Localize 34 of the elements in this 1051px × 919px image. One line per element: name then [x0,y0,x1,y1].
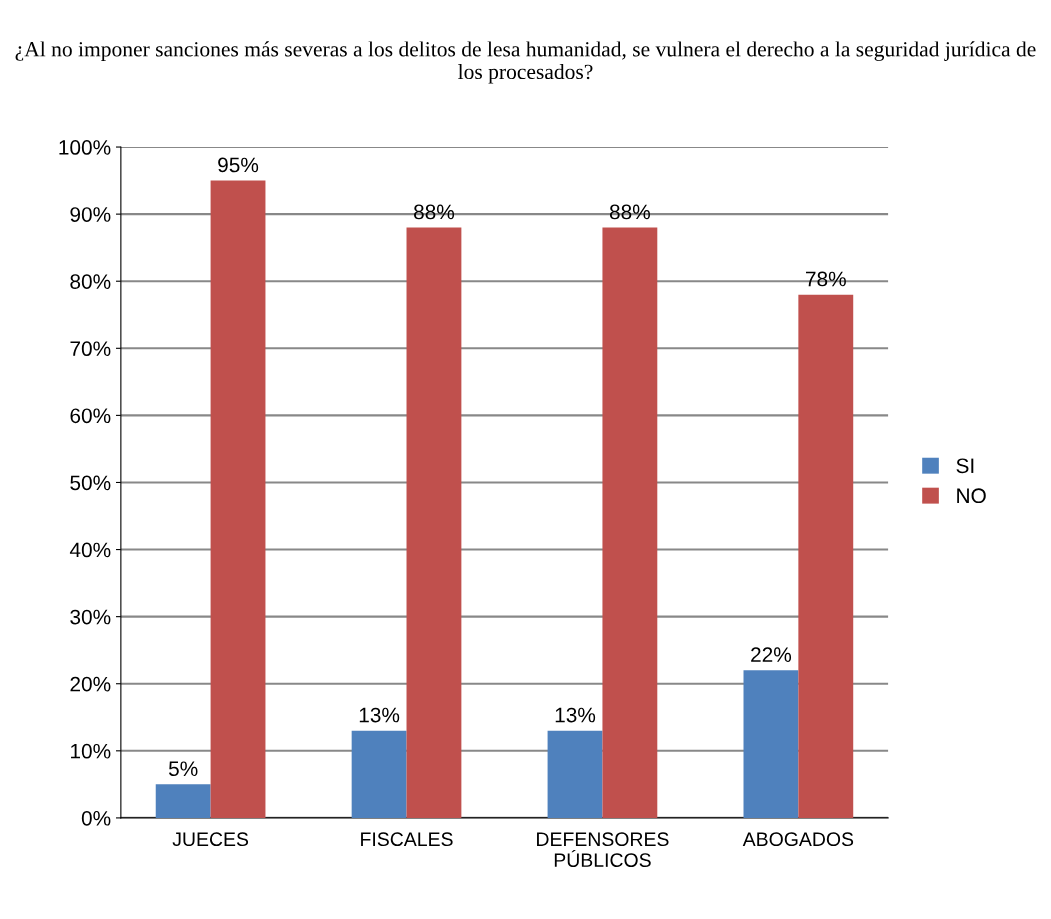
legend-label: SI [956,458,974,474]
y-tick-label: 0% [81,810,111,826]
bar [406,227,462,818]
data-label: 13% [359,707,400,723]
x-tick-label: DEFENSORES PÚBLICOS [537,832,669,868]
y-tick-label: 10% [71,743,111,759]
y-tick-label: 100% [59,140,111,155]
x-tick-label: FISCALES [361,832,453,847]
y-tick-label: 30% [70,609,111,625]
x-tick-label: JUECES [172,832,249,847]
data-label: 78% [806,271,846,287]
y-tick-label: 50% [70,475,111,491]
y-tick-label: 40% [69,542,111,558]
bar [602,227,658,818]
y-tick-label: 90% [70,207,111,222]
bar [155,784,211,818]
bar [743,670,799,818]
data-label: 13% [555,707,596,723]
bar [798,294,854,818]
bar [547,730,603,818]
data-label: 88% [609,204,650,220]
bar [210,180,266,818]
data-label: 5% [168,761,198,777]
y-tick-label: 20% [70,676,111,692]
data-label: 95% [218,157,259,173]
data-label: 22% [751,647,792,662]
x-tick-label: ABOGADOS [742,832,854,847]
y-tick-label: 70% [70,341,111,357]
y-tick-label: 60% [70,408,111,424]
y-tick-label: 80% [70,274,111,289]
data-label: 88% [414,204,455,220]
bar [351,730,407,818]
legend-label: NO [957,488,986,504]
chart-title: ¿Al no imponer sanciones más severas a los delitos de lesa humanidad, se vulnera el derecho a la seguridad jurídica de los procesados? [15,41,1036,84]
